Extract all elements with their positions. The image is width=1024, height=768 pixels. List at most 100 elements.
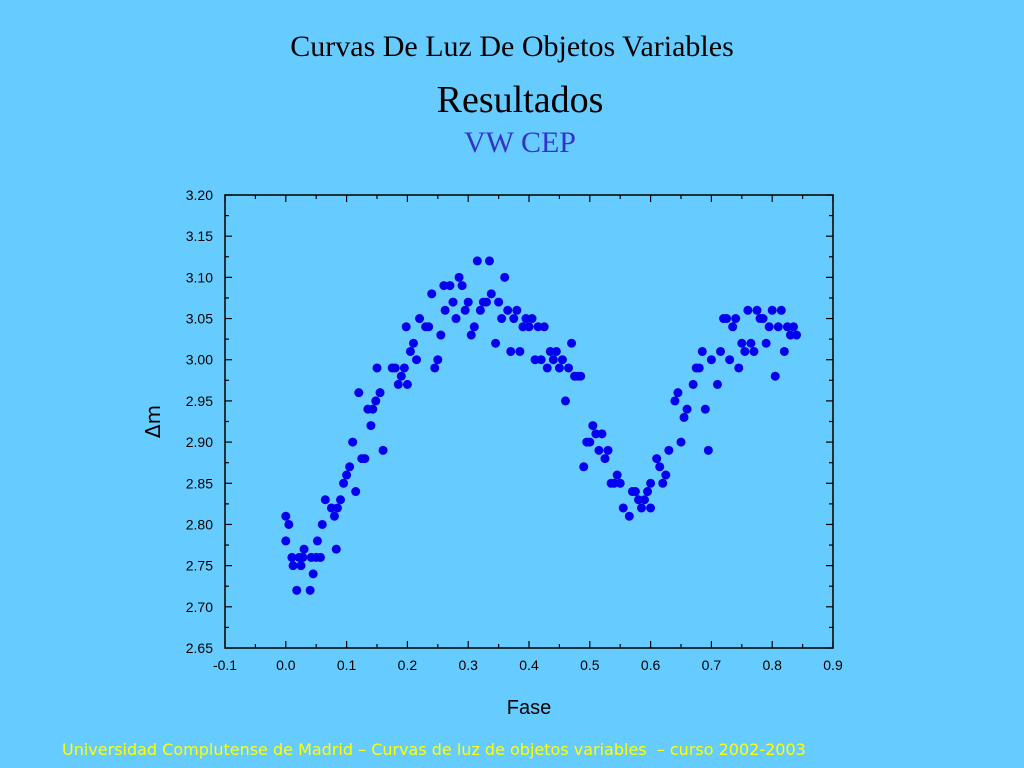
y-tick-label: 2.75 — [186, 558, 213, 574]
data-point — [539, 322, 549, 332]
y-tick-label: 2.80 — [186, 516, 213, 532]
data-point — [655, 462, 665, 472]
data-point — [331, 544, 341, 554]
data-point — [396, 371, 406, 381]
data-point — [463, 297, 473, 307]
data-point — [509, 314, 519, 324]
y-tick-label: 2.85 — [186, 475, 213, 491]
data-point — [624, 511, 634, 521]
data-point — [287, 552, 297, 562]
data-point — [281, 536, 291, 546]
data-point — [415, 314, 425, 324]
data-point — [401, 322, 411, 332]
data-point — [393, 379, 403, 389]
data-point — [284, 519, 294, 529]
data-point — [288, 561, 298, 571]
data-point — [770, 371, 780, 381]
data-point — [679, 412, 689, 422]
data-point — [497, 314, 507, 324]
data-point — [371, 396, 381, 406]
data-point — [491, 338, 501, 348]
data-point — [451, 314, 461, 324]
data-point — [332, 503, 342, 513]
data-point — [298, 552, 308, 562]
data-point — [767, 305, 777, 315]
data-point — [734, 363, 744, 373]
data-point — [542, 363, 552, 373]
data-point — [472, 256, 482, 266]
data-point — [345, 462, 355, 472]
x-tick-label: 0.8 — [762, 657, 782, 673]
data-point — [402, 379, 412, 389]
x-tick-label: 0.5 — [580, 657, 600, 673]
data-point — [405, 346, 415, 356]
y-tick-label: 3.15 — [186, 228, 213, 244]
data-point — [664, 445, 674, 455]
data-point — [752, 305, 762, 315]
data-point — [597, 429, 607, 439]
data-point — [548, 355, 558, 365]
data-point — [506, 346, 516, 356]
data-point — [773, 322, 783, 332]
data-point — [348, 437, 358, 447]
data-point — [460, 305, 470, 315]
data-point — [500, 272, 510, 282]
data-point — [281, 511, 291, 521]
data-point — [579, 462, 589, 472]
y-tick-label: 3.05 — [186, 311, 213, 327]
data-point — [658, 478, 668, 488]
data-point — [612, 470, 622, 480]
data-point — [299, 544, 309, 554]
data-point — [557, 355, 567, 365]
data-point — [618, 503, 628, 513]
data-point — [615, 478, 625, 488]
data-point — [743, 305, 753, 315]
data-point — [567, 338, 577, 348]
data-point — [716, 346, 726, 356]
data-point — [694, 363, 704, 373]
x-tick-label: 0.7 — [702, 657, 722, 673]
data-point — [336, 495, 346, 505]
data-point — [339, 478, 349, 488]
data-point — [737, 338, 747, 348]
x-tick-label: -0.1 — [213, 657, 237, 673]
data-point — [481, 297, 491, 307]
data-point — [360, 454, 370, 464]
footer-text: Universidad Complutense de Madrid – Curv… — [62, 740, 806, 759]
data-point — [430, 363, 440, 373]
y-axis-label: Δm — [141, 405, 165, 438]
data-point — [652, 454, 662, 464]
data-point — [703, 445, 713, 455]
data-point — [524, 322, 534, 332]
x-tick-label: 0.6 — [641, 657, 661, 673]
data-point — [342, 470, 352, 480]
data-point — [551, 346, 561, 356]
light-curve-chart: -0.1 0.0 0.1 0.2 0.3 0.4 0.5 0.6 0.7 0.8 0.9 2.65 2.… — [141, 187, 843, 719]
data-point — [424, 322, 434, 332]
data-point — [475, 305, 485, 315]
data-point — [706, 355, 716, 365]
data-point — [351, 487, 361, 497]
data-point — [661, 470, 671, 480]
object-name: VW CEP — [464, 126, 576, 159]
data-point — [329, 511, 339, 521]
y-tick-label: 2.65 — [186, 640, 213, 656]
data-point — [646, 478, 656, 488]
data-point — [515, 346, 525, 356]
data-point — [588, 421, 598, 431]
data-point — [646, 503, 656, 513]
data-point — [469, 322, 479, 332]
x-tick-label: 0.1 — [337, 657, 357, 673]
data-point — [366, 421, 376, 431]
data-point — [788, 322, 798, 332]
data-point — [354, 388, 364, 398]
data-point — [776, 305, 786, 315]
y-tick-label: 3.00 — [186, 352, 213, 368]
data-point — [320, 495, 330, 505]
data-point — [466, 330, 476, 340]
data-point — [427, 289, 437, 299]
data-point — [372, 363, 382, 373]
data-point — [792, 330, 802, 340]
data-point — [433, 355, 443, 365]
data-point — [486, 289, 496, 299]
